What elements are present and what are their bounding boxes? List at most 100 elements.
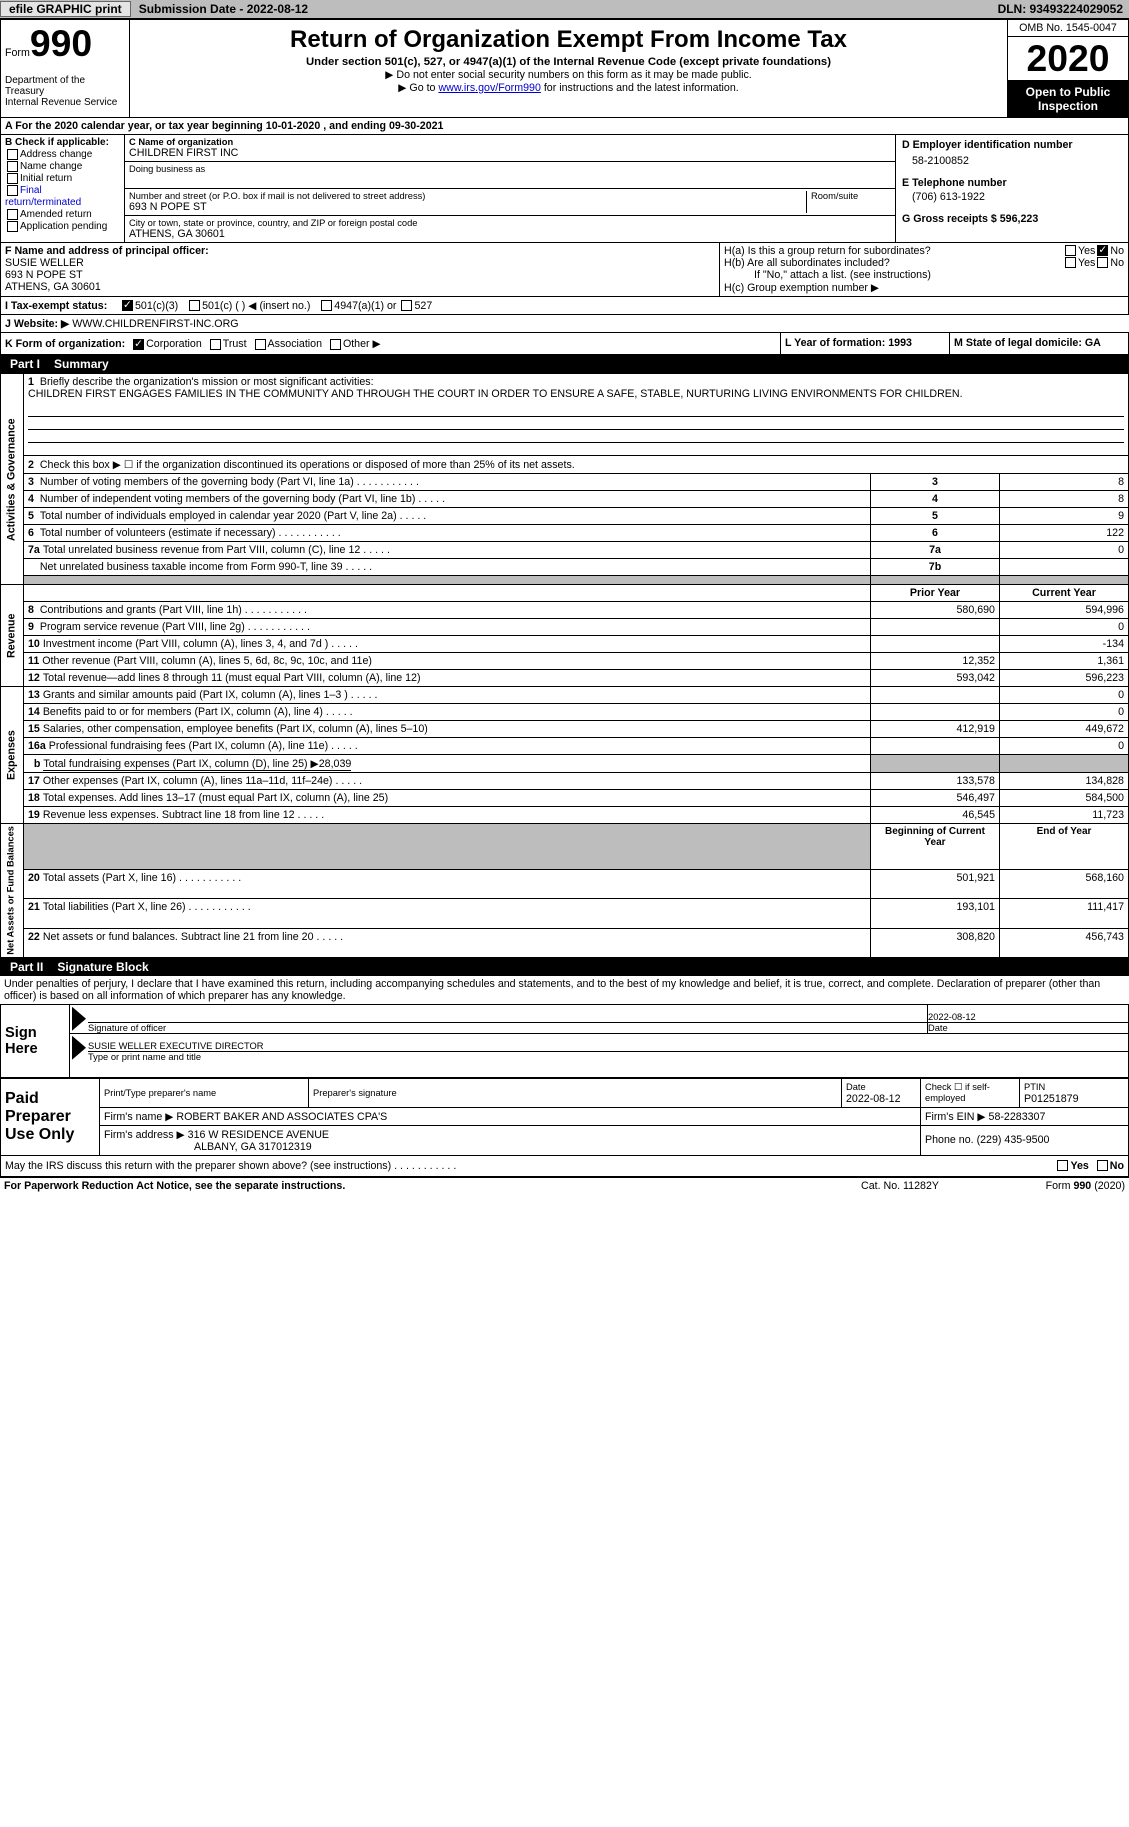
cb-name-change[interactable]: Name change xyxy=(5,161,120,172)
line-16a: 16a Professional fundraising fees (Part … xyxy=(1,738,1129,755)
dln-label: DLN: 93493224029052 xyxy=(992,2,1129,16)
cb-501c3[interactable]: ✓ xyxy=(122,300,133,311)
sig-date: 2022-08-12 xyxy=(928,1012,1128,1022)
q2-label: Check this box ▶ ☐ if the organization d… xyxy=(40,459,575,471)
line-7a: 7a Total unrelated business revenue from… xyxy=(1,542,1129,559)
efile-print-button[interactable]: efile GRAPHIC print xyxy=(0,1,131,17)
hb-label: H(b) Are all subordinates included? xyxy=(724,257,1063,269)
cb-501c[interactable] xyxy=(189,300,200,311)
footer-left: For Paperwork Reduction Act Notice, see … xyxy=(4,1180,825,1192)
phone-value: (706) 613-1922 xyxy=(912,191,1122,203)
line-6: 6 Total number of volunteers (estimate i… xyxy=(1,525,1129,542)
ha-yes: Yes xyxy=(1078,245,1095,257)
sign-here-label: Sign Here xyxy=(1,1005,70,1077)
form990-link[interactable]: www.irs.gov/Form990 xyxy=(438,82,540,94)
row-j-website: J Website: ▶ WWW.CHILDRENFIRST-INC.ORG xyxy=(0,315,1129,333)
form-header-center: Return of Organization Exempt From Incom… xyxy=(130,20,1007,117)
org-street: 693 N POPE ST xyxy=(129,201,806,213)
discuss-yes-cb[interactable] xyxy=(1057,1160,1068,1171)
line-3: 3 Number of voting members of the govern… xyxy=(1,474,1129,491)
section-f: F Name and address of principal officer:… xyxy=(1,243,719,296)
mission-text: CHILDREN FIRST ENGAGES FAMILIES IN THE C… xyxy=(28,388,963,400)
cb-address-change[interactable]: Address change xyxy=(5,149,120,160)
org-name: CHILDREN FIRST INC xyxy=(129,147,891,159)
part2-header: Part II Signature Block xyxy=(0,958,1129,976)
firm-name: ROBERT BAKER AND ASSOCIATES CPA'S xyxy=(176,1111,387,1123)
line-7b: Net unrelated business taxable income fr… xyxy=(1,559,1129,576)
row-i-tax-status: I Tax-exempt status: ✓501(c)(3) 501(c) (… xyxy=(0,297,1129,315)
self-employed-label: Check ☐ if self-employed xyxy=(921,1078,1020,1107)
line-11: 11 Other revenue (Part VIII, column (A),… xyxy=(1,653,1129,670)
line-19: 19 Revenue less expenses. Subtract line … xyxy=(1,807,1129,824)
cb-corp[interactable]: ✓ xyxy=(133,339,144,350)
footer: For Paperwork Reduction Act Notice, see … xyxy=(0,1177,1129,1194)
hb-no-cb[interactable] xyxy=(1097,257,1108,268)
ha-no: No xyxy=(1110,245,1124,257)
ptin-label: PTIN xyxy=(1024,1082,1045,1092)
line-14: 14 Benefits paid to or for members (Part… xyxy=(1,704,1129,721)
officer-name: SUSIE WELLER xyxy=(5,257,715,269)
paid-label: Paid Preparer Use Only xyxy=(1,1078,100,1155)
form-header: Form990 Department of the Treasury Inter… xyxy=(0,19,1129,118)
e-label: E Telephone number xyxy=(902,177,1122,189)
line-12: 12 Total revenue—add lines 8 through 11 … xyxy=(1,670,1129,687)
line-4: 4 Number of independent voting members o… xyxy=(1,491,1129,508)
col-de: D Employer identification number 58-2100… xyxy=(895,135,1128,242)
hb-yes-cb[interactable] xyxy=(1065,257,1076,268)
cb-trust[interactable] xyxy=(210,339,221,350)
col-c: C Name of organization CHILDREN FIRST IN… xyxy=(125,135,895,242)
sig-officer-label: Signature of officer xyxy=(88,1022,927,1033)
type-print-label: Type or print name and title xyxy=(88,1051,1128,1062)
ha-label: H(a) Is this a group return for subordin… xyxy=(724,245,1063,257)
part1-header: Part I Summary xyxy=(0,355,1129,373)
col-b-checkboxes: B Check if applicable: Address change Na… xyxy=(1,135,125,242)
cb-final-return[interactable]: Final return/terminated xyxy=(5,185,120,207)
form-header-right: OMB No. 1545-0047 2020 Open to Public In… xyxy=(1007,20,1128,117)
cb-app-pending[interactable]: Application pending xyxy=(5,221,120,232)
line-21: 21 Total liabilities (Part X, line 26)19… xyxy=(1,899,1129,928)
row-a-tax-year: A For the 2020 calendar year, or tax yea… xyxy=(0,118,1129,135)
print-name-label: Print/Type preparer's name xyxy=(104,1088,216,1098)
f-label: F Name and address of principal officer: xyxy=(5,245,209,257)
ein-value: 58-2100852 xyxy=(912,155,1122,167)
form-header-left: Form990 Department of the Treasury Inter… xyxy=(1,20,130,117)
section-bcde: B Check if applicable: Address change Na… xyxy=(0,135,1129,243)
cb-assoc[interactable] xyxy=(255,339,266,350)
firm-ein: 58-2283307 xyxy=(989,1111,1046,1123)
tab-activities-governance: Activities & Governance xyxy=(1,374,24,585)
cb-initial-return[interactable]: Initial return xyxy=(5,173,120,184)
dba-label: Doing business as xyxy=(125,162,895,189)
eoy-header: End of Year xyxy=(1000,824,1129,870)
section-fh: F Name and address of principal officer:… xyxy=(0,243,1129,297)
line-5: 5 Total number of individuals employed i… xyxy=(1,508,1129,525)
hb-no: No xyxy=(1110,257,1124,269)
summary-table: Activities & Governance 1 Briefly descri… xyxy=(0,373,1129,958)
tab-expenses: Expenses xyxy=(1,687,24,824)
line-9: 9 Program service revenue (Part VIII, li… xyxy=(1,619,1129,636)
ha-no-cb[interactable]: ✓ xyxy=(1097,245,1108,256)
hc-label: H(c) Group exemption number ▶ xyxy=(724,281,1124,294)
q1-label: Briefly describe the organization's miss… xyxy=(40,376,374,388)
cb-other[interactable] xyxy=(330,339,341,350)
part2-label: Part II xyxy=(6,960,53,974)
officer-addr2: ATHENS, GA 30601 xyxy=(5,281,715,293)
form-note2: ▶ Go to www.irs.gov/Form990 for instruct… xyxy=(134,81,1003,94)
ha-yes-cb[interactable] xyxy=(1065,245,1076,256)
addr-label: Number and street (or P.O. box if mail i… xyxy=(129,191,806,201)
irs-label: Internal Revenue Service xyxy=(5,97,125,108)
discuss-no: No xyxy=(1110,1160,1124,1172)
prep-date: 2022-08-12 xyxy=(846,1093,901,1105)
top-bar: efile GRAPHIC print Submission Date - 20… xyxy=(0,0,1129,19)
m-state-domicile: M State of legal domicile: GA xyxy=(949,333,1128,354)
cb-4947[interactable] xyxy=(321,300,332,311)
form-number: 990 xyxy=(30,22,92,64)
discuss-no-cb[interactable] xyxy=(1097,1160,1108,1171)
cb-amended[interactable]: Amended return xyxy=(5,209,120,220)
paid-preparer-table: Paid Preparer Use Only Print/Type prepar… xyxy=(0,1078,1129,1156)
k-assoc: Association xyxy=(268,338,323,350)
part1-title: Summary xyxy=(50,357,109,371)
cb-527[interactable] xyxy=(401,300,412,311)
firm-name-label: Firm's name ▶ xyxy=(104,1111,173,1123)
may-discuss-text: May the IRS discuss this return with the… xyxy=(5,1160,1055,1172)
firm-addr1: 316 W RESIDENCE AVENUE xyxy=(188,1129,329,1141)
